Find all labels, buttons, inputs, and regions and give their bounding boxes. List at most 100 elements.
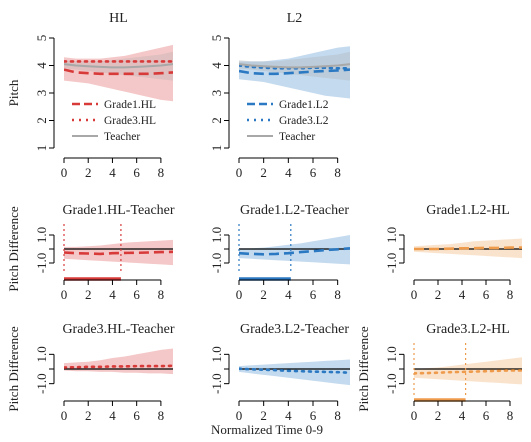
x-tick-label: 0: [236, 165, 243, 180]
x-tick-label: 8: [158, 408, 165, 423]
x-tick-label: 6: [310, 165, 317, 180]
y-axis-label: Pitch Difference: [6, 206, 21, 292]
x-tick-label: 8: [334, 408, 341, 423]
confidence-band: [414, 357, 522, 385]
y-axis-label: Pitch Difference: [6, 326, 21, 412]
x-tick-label: 4: [285, 408, 292, 423]
x-tick-label: 2: [435, 408, 442, 423]
panel-title: Grade1.L2-Teacher: [240, 203, 349, 218]
y-tick-label: -1.0: [34, 373, 49, 394]
series-line: [239, 247, 350, 256]
y-tick-label: -1.0: [209, 373, 224, 394]
panel-title: Grade3.L2-Teacher: [240, 322, 349, 337]
panel-g1l2-hl: Grade1.L2-HL 0 2 4 6 8 -1.0 1.0: [384, 203, 522, 302]
y-tick-label: 5: [209, 35, 224, 42]
confidence-band: [64, 348, 173, 375]
x-tick-label: 8: [334, 287, 341, 302]
panel-title: HL: [109, 11, 128, 26]
confidence-band: [239, 51, 350, 81]
x-tick-label: 4: [285, 165, 292, 180]
x-tick-label: 4: [459, 408, 466, 423]
y-tick-label: -1.0: [34, 253, 49, 274]
panel-g3l2-hl: Grade3.L2-HL Pitch Difference 0 2 4 6 8 -1.0 1.0: [356, 322, 522, 423]
legend-label: Grade3.HL: [104, 115, 156, 127]
plot-area: [239, 46, 350, 99]
x-tick-label: 0: [61, 287, 68, 302]
panel-hl: HL Pitch 0 2 4 6 8 1 2 3 4 5 Grade1.HL Grade3.HL Teach…: [6, 11, 173, 180]
y-tick-label: 4: [34, 62, 49, 69]
plot-area: [64, 44, 173, 102]
x-tick-label: 4: [459, 287, 466, 302]
legend-label: Grade1.L2: [279, 99, 329, 111]
x-tick-label: 2: [260, 287, 267, 302]
plot-area: [239, 359, 350, 386]
x-tick-label: 6: [133, 287, 140, 302]
series-line: [64, 364, 173, 369]
y-tick-label: 1.0: [384, 227, 399, 243]
series-line: [239, 68, 350, 76]
x-tick-label: 6: [483, 287, 490, 302]
plot-area: [414, 357, 522, 385]
x-tick-label: 0: [411, 287, 418, 302]
x-axis-label: Normalized Time 0-9: [211, 422, 323, 437]
y-axis-label: Pitch Difference: [356, 326, 371, 412]
x-tick-label: 4: [109, 408, 116, 423]
x-tick-label: 0: [411, 408, 418, 423]
y-tick-label: 1.0: [209, 346, 224, 362]
legend-label: Teacher: [104, 131, 140, 143]
x-tick-label: 4: [109, 287, 116, 302]
series-line: [64, 63, 173, 69]
x-tick-label: 2: [85, 165, 92, 180]
x-tick-label: 2: [260, 408, 267, 423]
panel-title: Grade1.HL-Teacher: [62, 203, 174, 218]
confidence-band: [239, 46, 350, 99]
y-tick-label: 2: [34, 117, 49, 124]
series-line: [239, 367, 350, 375]
y-tick-label: 1.0: [209, 227, 224, 243]
y-tick-label: 2: [209, 117, 224, 124]
x-tick-label: 8: [507, 408, 514, 423]
confidence-band: [239, 359, 350, 386]
panel-g1hl-teacher: Grade1.HL-Teacher Pitch Difference 0 2 4 6 8 -1…: [6, 203, 175, 302]
x-tick-label: 4: [285, 287, 292, 302]
panel-g3l2-teacher: Grade3.L2-Teacher 0 2 4 6 8 -1.0 1.0: [209, 322, 350, 423]
series-line: [64, 250, 173, 256]
legend-label: Grade3.L2: [279, 115, 329, 127]
x-tick-label: 6: [483, 408, 490, 423]
y-axis-label: Pitch: [6, 79, 21, 106]
x-tick-label: 6: [310, 287, 317, 302]
x-tick-label: 0: [236, 287, 243, 302]
x-tick-label: 2: [85, 287, 92, 302]
y-tick-label: 1.0: [34, 227, 49, 243]
legend-label: Grade1.HL: [104, 99, 156, 111]
x-tick-label: 8: [158, 165, 165, 180]
x-tick-label: 6: [133, 408, 140, 423]
y-tick-label: 3: [209, 90, 224, 97]
x-tick-label: 6: [133, 165, 140, 180]
x-tick-label: 2: [85, 408, 92, 423]
x-tick-label: 8: [158, 287, 165, 302]
legend-label: Teacher: [279, 131, 315, 143]
panel-title: L2: [287, 11, 303, 26]
x-tick-label: 8: [507, 287, 514, 302]
x-tick-label: 0: [236, 408, 243, 423]
y-tick-label: 4: [209, 62, 224, 69]
y-tick-label: -1.0: [384, 253, 399, 274]
series-line: [239, 63, 350, 69]
plot-area: [64, 348, 173, 375]
y-tick-label: 1.0: [384, 346, 399, 362]
y-tick-label: -1.0: [209, 253, 224, 274]
panel-title: Grade3.L2-HL: [426, 322, 510, 337]
y-tick-label: 3: [34, 90, 49, 97]
panel-l2: L2 0 2 4 6 8 1 2 3 4 5 Grade1.L2 Grade3.L2 Teacher: [209, 11, 350, 180]
y-tick-label: 1: [209, 145, 224, 152]
plot-area: [64, 239, 173, 266]
panel-g1l2-teacher: Grade1.L2-Teacher 0 2 4 6 8 -1.0 1.0: [209, 203, 350, 302]
x-tick-label: 0: [61, 408, 68, 423]
x-tick-label: 8: [334, 165, 341, 180]
x-tick-label: 2: [260, 165, 267, 180]
y-tick-label: 5: [34, 35, 49, 42]
panel-title: Grade1.L2-HL: [426, 203, 510, 218]
plot-area: [414, 238, 522, 259]
